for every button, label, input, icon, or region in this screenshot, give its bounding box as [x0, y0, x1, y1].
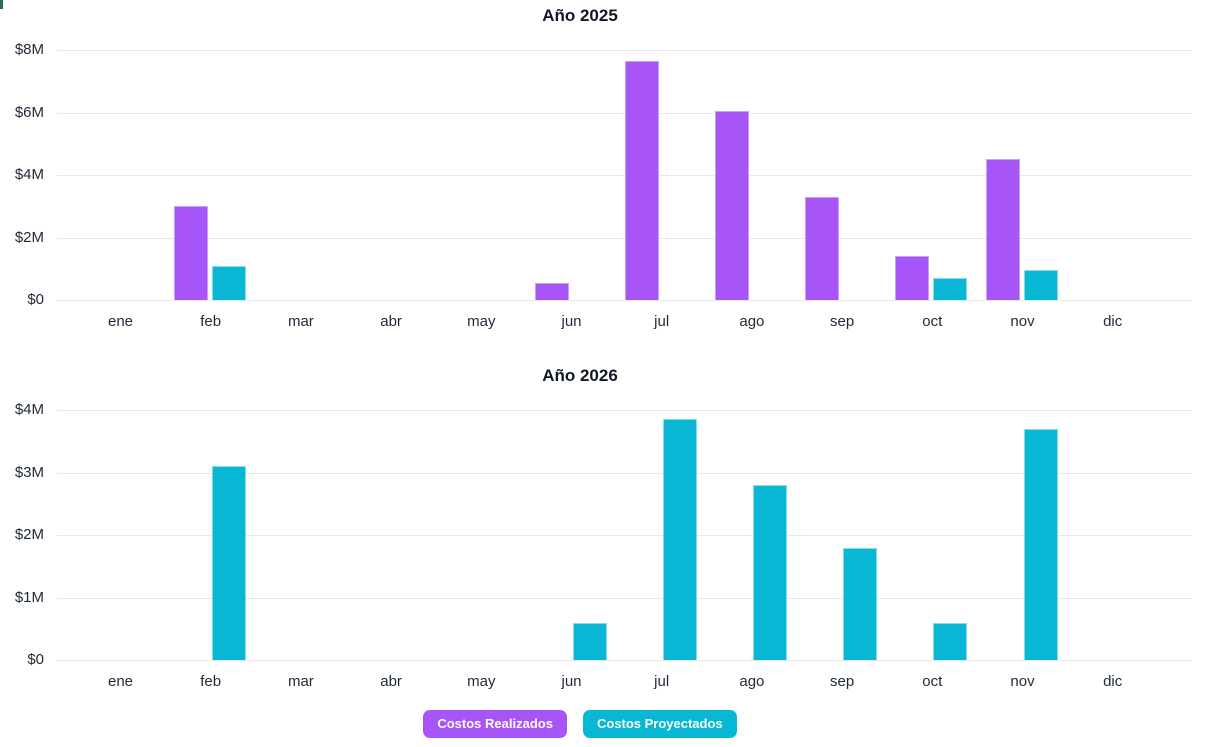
chart-2025: Año 2025 $0 $2M $4M $6M $8M ene feb mar abr may ju…: [0, 0, 1205, 345]
x-axis-month-label: may: [467, 313, 496, 330]
x-axis-month-label: sep: [830, 313, 855, 330]
x-axis-month-label: jun: [561, 673, 582, 690]
gridline: [57, 112, 1192, 114]
x-axis-month-label: dic: [1103, 673, 1123, 690]
y-axis-tick-label: $4M: [14, 401, 44, 418]
x-axis-month-label: oct: [922, 673, 943, 690]
x-axis-month-label: abr: [380, 673, 402, 690]
x-axis-month-label: abr: [380, 313, 402, 330]
corner-artifact: [0, 0, 3, 9]
gridline: [57, 300, 1192, 301]
x-axis-month-label: jul: [654, 673, 670, 690]
bar-costos-realizados-ago[interactable]: [714, 110, 749, 300]
chart-title-2025: Año 2025: [542, 6, 618, 25]
x-axis-month-label: mar: [287, 313, 314, 330]
legend-button-costos-proyectados[interactable]: Costos Proyectados: [582, 710, 737, 738]
y-axis-tick-label: $2M: [14, 526, 44, 543]
bar-costos-proyectados-feb[interactable]: [211, 466, 246, 660]
y-axis-tick-label: $1M: [14, 588, 44, 606]
bar-costos-proyectados-nov[interactable]: [1023, 428, 1058, 660]
bar-costos-proyectados-sep[interactable]: [843, 547, 878, 660]
bar-costos-proyectados-oct[interactable]: [933, 622, 968, 660]
y-axis-tick-label: $2M: [14, 228, 44, 246]
x-axis-month-label: ago: [739, 313, 765, 330]
x-axis-month-label: jul: [654, 313, 670, 330]
gridline: [57, 535, 1192, 536]
x-axis-month-label: may: [467, 673, 496, 690]
x-axis-month-label: ene: [107, 673, 134, 690]
x-axis-month-label: nov: [1010, 313, 1035, 330]
legend-button-costos-realizados[interactable]: Costos Realizados: [423, 710, 567, 738]
y-axis-tick-label: $6M: [14, 103, 44, 121]
x-axis-month-label: sep: [830, 673, 855, 690]
bar-costos-realizados-oct[interactable]: [895, 256, 930, 300]
y-axis-tick-label: $8M: [14, 41, 44, 58]
x-axis-month-label: feb: [200, 673, 222, 690]
bar-costos-realizados-jun[interactable]: [534, 282, 569, 300]
x-axis-month-label: jun: [561, 313, 582, 330]
bar-costos-realizados-jul[interactable]: [624, 60, 659, 300]
bar-costos-proyectados-ago[interactable]: [752, 485, 787, 660]
y-axis-tick-label: $3M: [14, 463, 44, 481]
bar-costos-realizados-sep[interactable]: [805, 196, 840, 300]
x-axis-month-label: oct: [922, 313, 943, 330]
y-axis-tick-label: $4M: [14, 166, 44, 183]
gridline: [57, 175, 1192, 176]
bar-costos-realizados-nov[interactable]: [985, 159, 1020, 300]
bar-costos-proyectados-feb[interactable]: [211, 265, 246, 300]
bar-costos-proyectados-oct[interactable]: [933, 278, 968, 300]
x-axis-month-label: nov: [1010, 673, 1035, 690]
gridline: [57, 660, 1192, 661]
bar-costos-realizados-feb[interactable]: [173, 206, 208, 300]
x-axis-month-label: dic: [1103, 313, 1123, 330]
bar-costos-proyectados-nov[interactable]: [1023, 270, 1058, 300]
x-axis-month-label: mar: [287, 673, 314, 690]
bar-costos-proyectados-jul[interactable]: [662, 419, 697, 660]
bar-costos-proyectados-jun[interactable]: [572, 622, 607, 660]
chart-title-2026: Año 2026: [542, 366, 618, 385]
y-axis-tick-label: $0: [27, 651, 44, 668]
gridline: [57, 237, 1192, 239]
x-axis-month-label: feb: [200, 313, 222, 330]
gridline: [57, 50, 1192, 51]
y-axis-tick-label: $0: [27, 291, 44, 308]
chart-legend: Costos Realizados Costos Proyectados: [0, 710, 1160, 738]
gridline: [57, 472, 1192, 474]
chart-2026: Año 2026 $0 $1M $2M $3M $4M ene feb mar abr may ju…: [0, 360, 1205, 705]
chart-2026-plot: $0 $1M $2M $3M $4M ene feb mar abr may jun jul ago se…: [0, 360, 1205, 705]
gridline: [57, 410, 1192, 411]
x-axis-month-label: ene: [107, 313, 134, 330]
gridline: [57, 597, 1192, 599]
x-axis-month-label: ago: [739, 673, 765, 690]
chart-2025-plot: $0 $2M $4M $6M $8M ene feb mar abr may jun jul ago se…: [0, 0, 1205, 345]
